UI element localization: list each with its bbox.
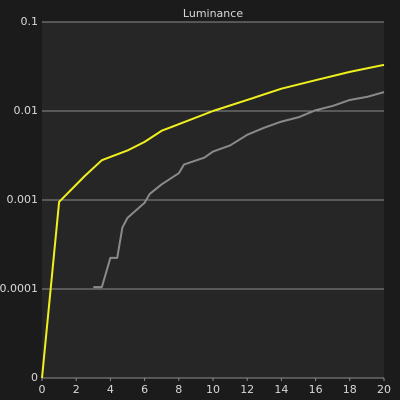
series-line	[41, 63, 385, 379]
chart-title: Luminance	[183, 7, 243, 20]
x-tick-label: 16	[309, 383, 323, 396]
y-tick-label: 0	[31, 371, 38, 384]
y-tick-label: 0.1	[21, 15, 39, 28]
x-tick-label: 20	[377, 383, 391, 396]
series-line	[93, 91, 385, 289]
y-tick-label: 0.001	[7, 193, 39, 206]
x-tick-label: 14	[274, 383, 288, 396]
x-tick-label: 2	[73, 383, 80, 396]
y-tick-label: 0.0001	[0, 282, 38, 295]
x-tick-label: 8	[175, 383, 182, 396]
x-tick-label: 10	[206, 383, 220, 396]
x-tick-label: 18	[343, 383, 357, 396]
x-tick-label: 0	[39, 383, 46, 396]
y-tick-label: 0.01	[14, 104, 39, 117]
x-tick-label: 6	[141, 383, 148, 396]
x-tick-label: 12	[240, 383, 254, 396]
x-tick-label: 4	[107, 383, 114, 396]
